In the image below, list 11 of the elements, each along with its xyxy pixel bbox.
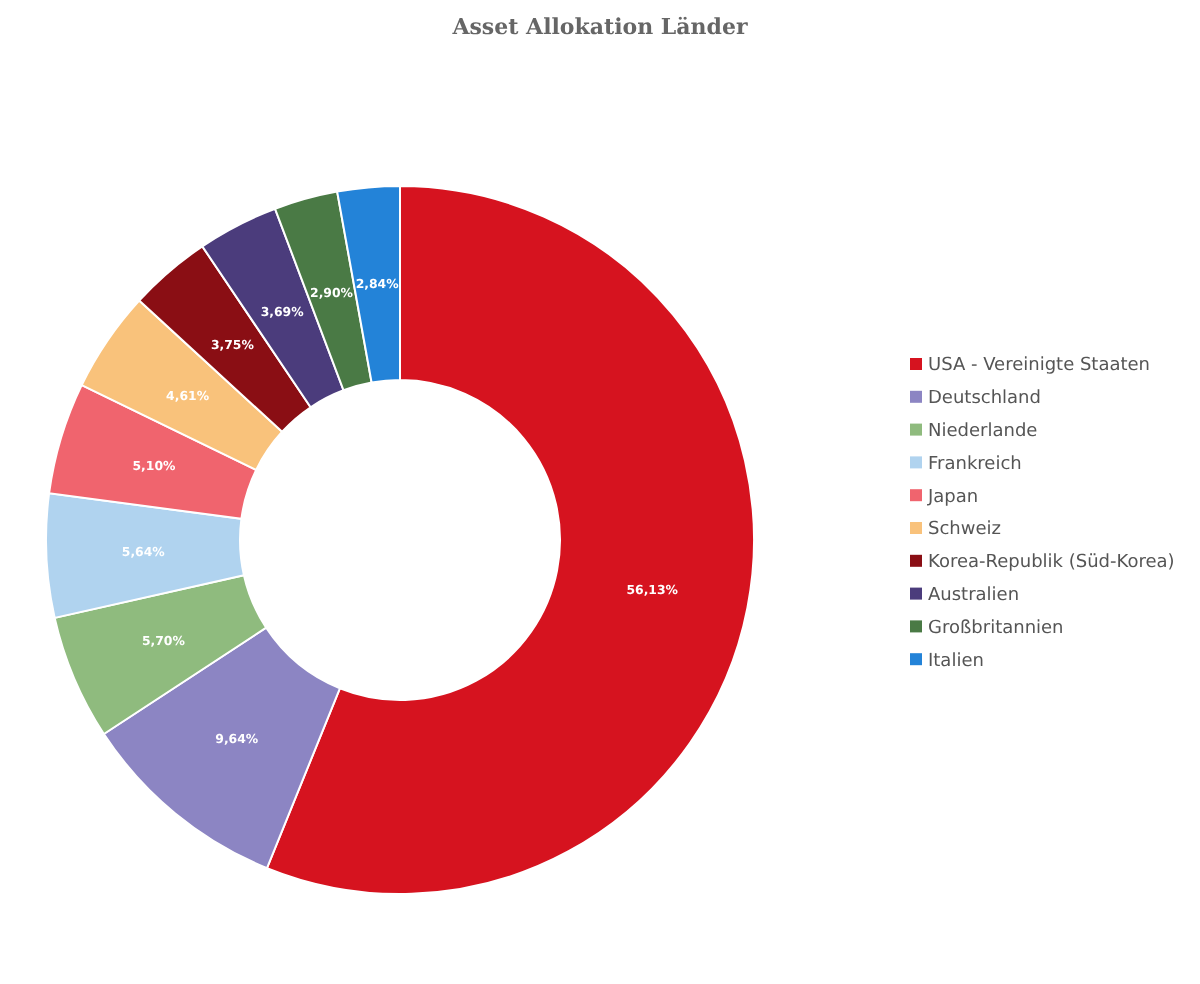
legend-label: Großbritannien	[928, 618, 1064, 639]
legend-label: Australien	[928, 585, 1020, 606]
legend-label: Frankreich	[928, 454, 1022, 475]
legend-label: Italien	[928, 651, 984, 672]
legend-label: Schweiz	[928, 520, 1002, 541]
chart-title: Asset Allokation Länder	[450, 14, 748, 40]
legend-label: Niederlande	[928, 421, 1039, 442]
legend-label: Japan	[926, 487, 979, 508]
legend-label: Deutschland	[928, 389, 1041, 410]
legend-label: Korea-Republik (Süd-Korea)	[928, 553, 1175, 574]
legend-label: USA - Vereinigte Staaten	[928, 356, 1151, 377]
